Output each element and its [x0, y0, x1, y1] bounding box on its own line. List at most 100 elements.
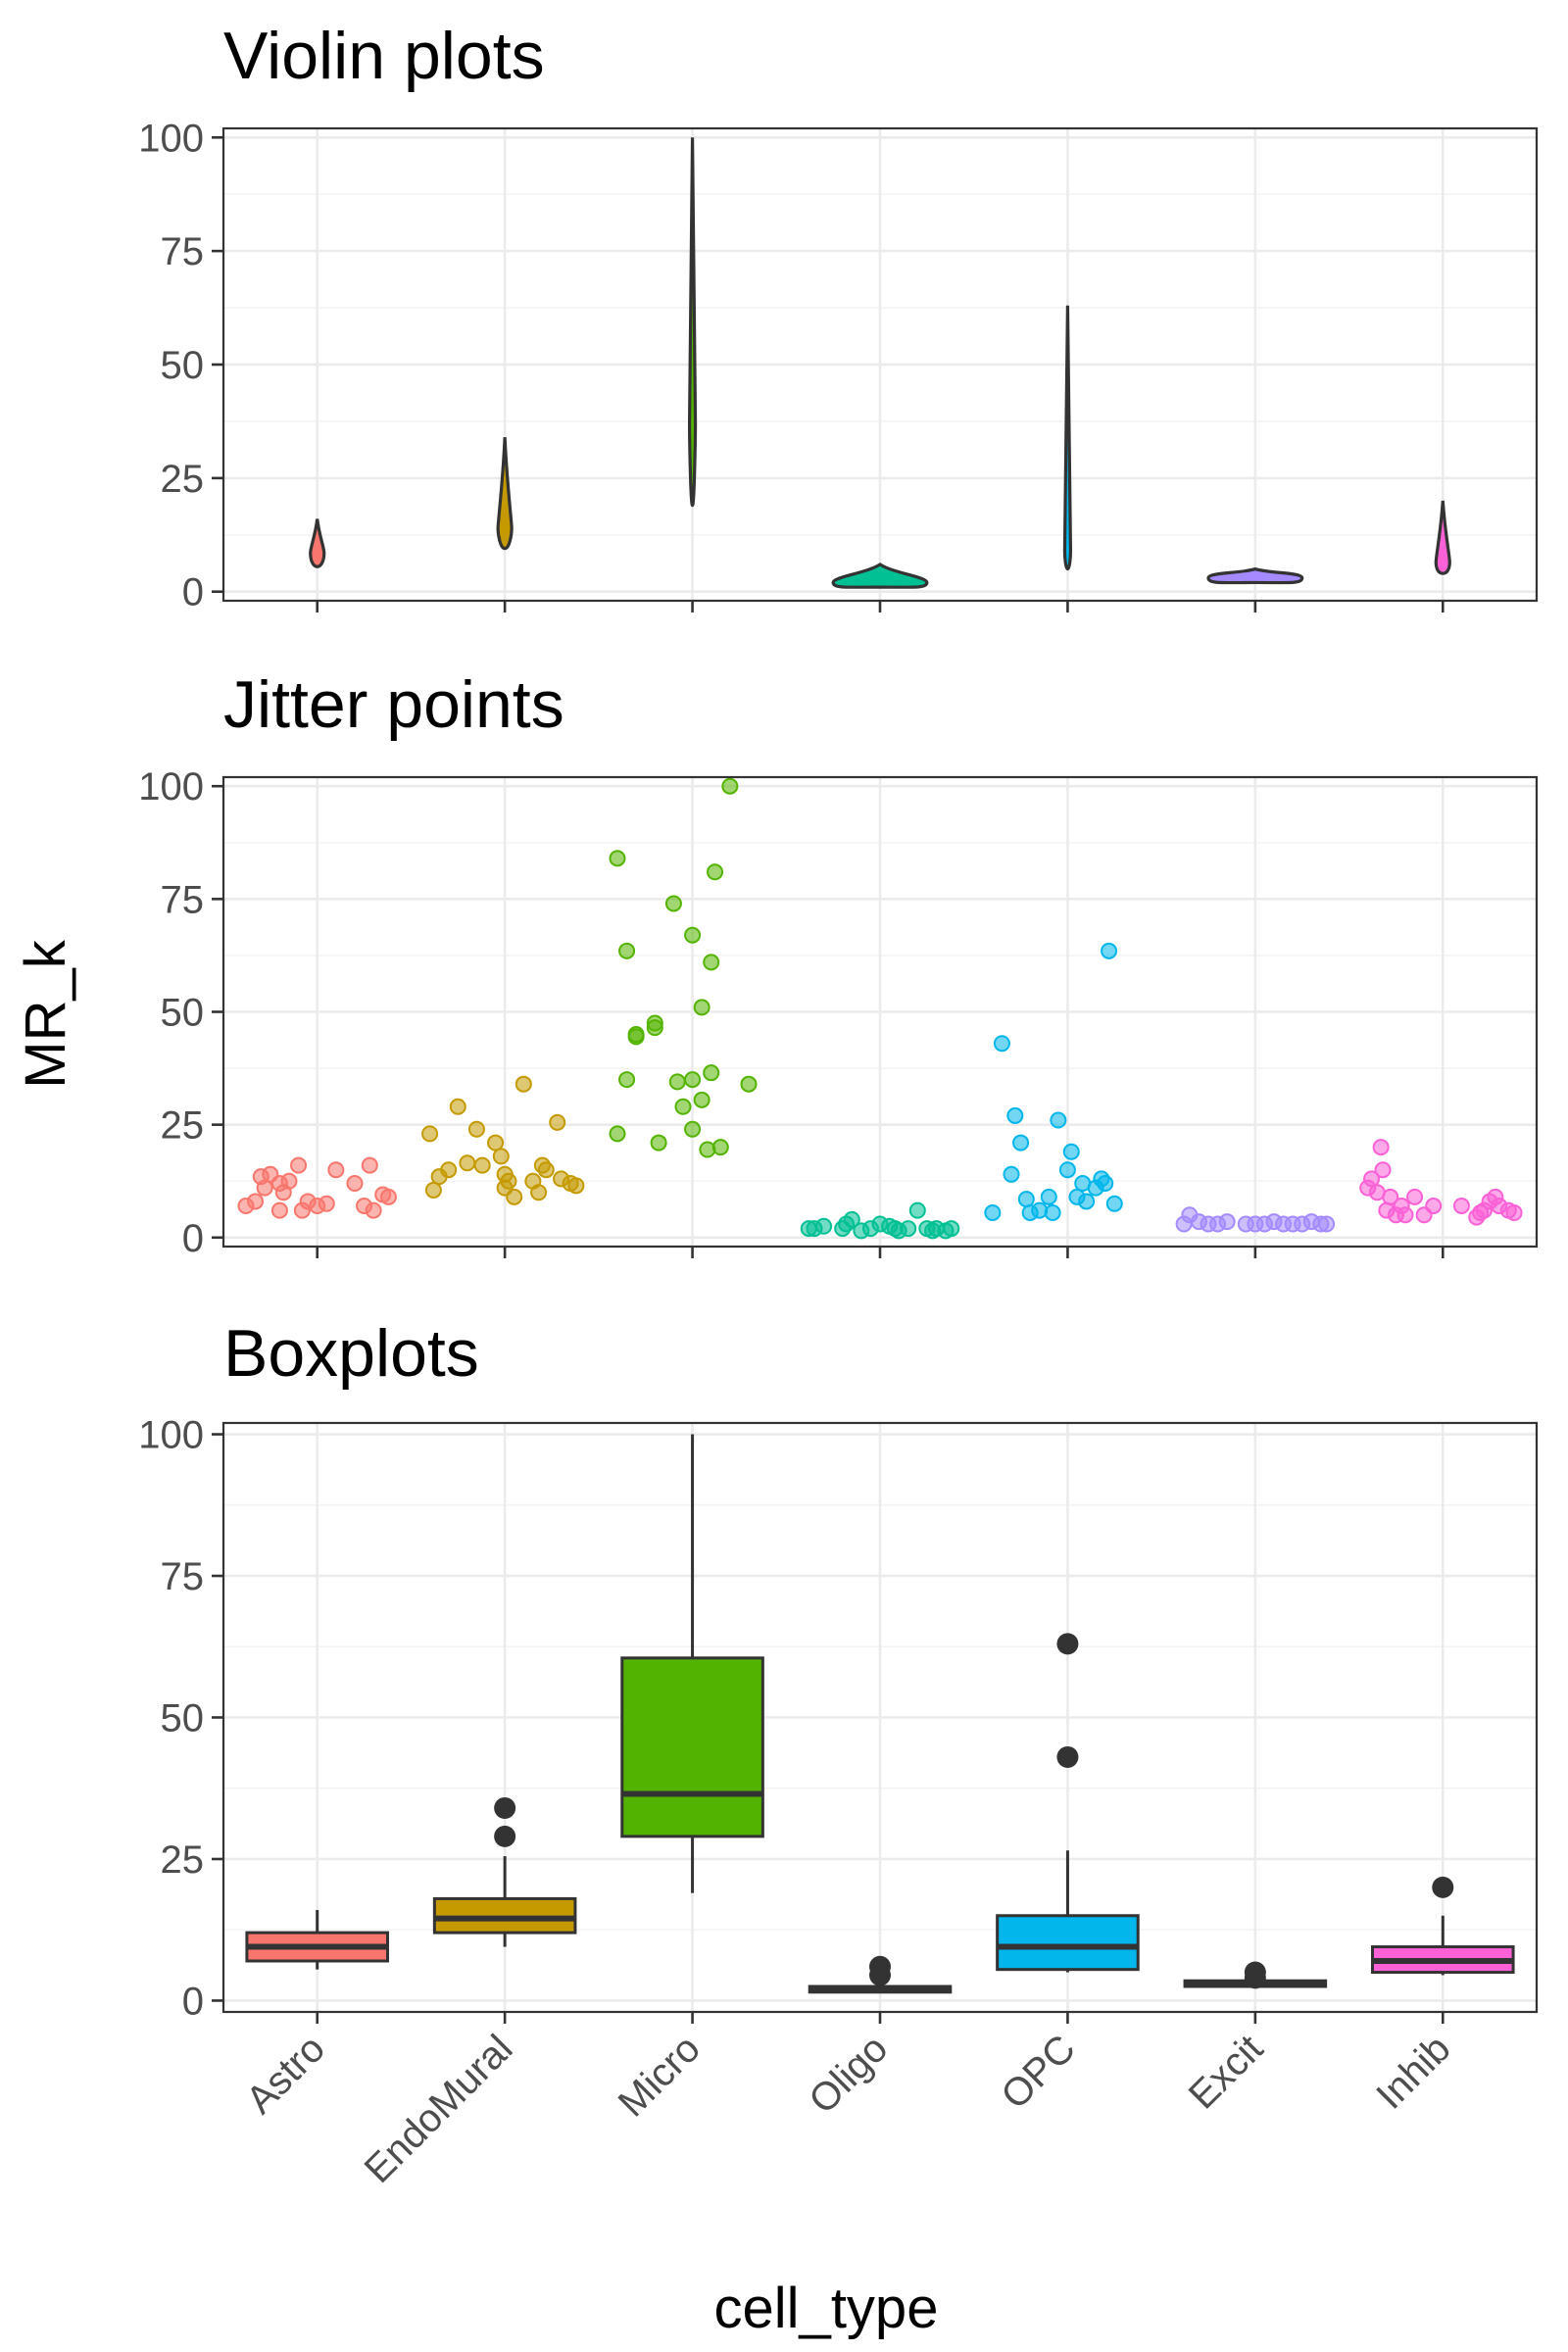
y-tick-label: 0 — [182, 571, 204, 614]
y-tick-label: 75 — [161, 878, 205, 921]
panel-title: Jitter points — [223, 667, 564, 742]
jitter-point-endomural — [530, 1184, 548, 1201]
jitter-point-micro — [711, 1139, 729, 1156]
box-micro — [620, 1656, 764, 1838]
jitter-point-endomural — [421, 1125, 439, 1143]
y-tick-label: 25 — [161, 458, 205, 501]
jitter-point-opc — [984, 1203, 1002, 1221]
jitter-point-oligo — [843, 1210, 860, 1228]
jitter-point-micro — [703, 954, 720, 971]
y-tick-label: 25 — [161, 1104, 205, 1148]
boxplot-panel: Boxplots 0 25 50 75 100 Astro EndoMural Micro Oli… — [138, 1316, 1539, 2191]
y-tick-label: 100 — [138, 765, 204, 808]
jitter-point-opc — [1062, 1143, 1080, 1160]
jitter-point-opc — [1058, 1161, 1076, 1179]
jitter-point-endomural — [506, 1188, 523, 1205]
jitter-point-astro — [346, 1175, 364, 1193]
x-axis-title: cell_type — [714, 2277, 939, 2340]
jitter-point-astro — [327, 1161, 345, 1179]
jitter-point-astro — [290, 1156, 308, 1174]
y-tick-label: 0 — [182, 1980, 204, 2023]
jitter-point-endomural — [473, 1156, 491, 1174]
jitter-point-opc — [1017, 1191, 1035, 1208]
jitter-point-inhib — [1363, 1170, 1381, 1188]
jitter-point-micro — [664, 895, 682, 912]
jitter-point-micro — [684, 1071, 702, 1089]
panel-title: Boxplots — [223, 1316, 479, 1391]
violin-opc — [1062, 305, 1073, 571]
violin-endomural — [496, 437, 514, 551]
jitter-point-opc — [1003, 1165, 1020, 1183]
jitter-point-inhib — [1425, 1198, 1443, 1215]
x-tick-label: Oligo — [801, 2027, 896, 2122]
panel-title: Violin plots — [223, 19, 545, 93]
jitter-point-micro — [674, 1098, 692, 1115]
y-tick-label: 50 — [161, 1697, 205, 1740]
x-tick-label: Excit — [1181, 2027, 1271, 2117]
jitter-point-astro — [270, 1201, 288, 1219]
jitter-point-micro — [693, 999, 710, 1016]
jitter-point-micro — [740, 1075, 758, 1093]
jitter-point-astro — [318, 1195, 335, 1212]
jitter-point-micro — [646, 1014, 663, 1032]
jitter-point-oligo — [943, 1220, 960, 1238]
outlier-point — [1056, 1745, 1079, 1768]
outlier-point — [1244, 1961, 1266, 1984]
jitter-point-astro — [361, 1156, 378, 1174]
jitter-point-micro — [721, 777, 739, 795]
jitter-point-astro — [365, 1201, 382, 1219]
jitter-point-inhib — [1406, 1188, 1424, 1205]
jitter-point-inhib — [1452, 1198, 1470, 1215]
panel-border — [221, 775, 1539, 1249]
x-tick-label: EndoMural — [357, 2027, 521, 2191]
x-tick-label: Astro — [238, 2027, 333, 2122]
outlier-point — [494, 1796, 516, 1819]
y-tick-label: 0 — [182, 1217, 204, 1260]
jitter-point-endomural — [449, 1098, 466, 1115]
y-tick-label: 100 — [138, 1414, 204, 1457]
jitter-point-micro — [668, 1073, 686, 1091]
jitter-point-opc — [1050, 1111, 1067, 1129]
jitter-point-micro — [609, 850, 626, 867]
jitter-point-micro — [684, 1120, 702, 1138]
jitter-point-astro — [280, 1172, 298, 1190]
violin-micro — [687, 137, 698, 508]
x-tick-label: Inhib — [1368, 2027, 1458, 2117]
jitter-point-astro — [379, 1188, 397, 1205]
jitter-point-endomural — [492, 1148, 510, 1165]
jitter-point-micro — [627, 1026, 645, 1044]
outlier-point — [1432, 1876, 1454, 1898]
y-axis-title: MR_k — [14, 939, 77, 1088]
jitter-point-endomural — [467, 1120, 485, 1138]
y-tick-label: 100 — [138, 117, 204, 160]
y-tick-label: 75 — [161, 1555, 205, 1598]
violin-oligo — [831, 563, 929, 589]
jitter-point-micro — [618, 942, 636, 959]
jitter-point-endomural — [549, 1113, 566, 1131]
jitter-point-excit — [1318, 1215, 1336, 1233]
jitter-point-endomural — [537, 1161, 555, 1179]
outlier-point — [869, 1955, 891, 1978]
y-tick-label: 25 — [161, 1838, 205, 1882]
jitter-point-excit — [1218, 1213, 1236, 1231]
jitter-panel: Jitter points 0 25 50 75 100 — [138, 667, 1539, 1260]
jitter-point-opc — [1012, 1134, 1030, 1152]
jitter-point-endomural — [567, 1177, 585, 1195]
jitter-point-endomural — [424, 1181, 442, 1199]
jitter-point-opc — [1044, 1203, 1061, 1221]
jitter-point-micro — [703, 1064, 720, 1082]
box-opc — [996, 1914, 1140, 1972]
jitter-point-inhib — [1382, 1188, 1399, 1205]
violin-inhib — [1434, 500, 1451, 575]
panel-border — [221, 126, 1539, 603]
jitter-point-oligo — [908, 1201, 926, 1219]
jitter-point-micro — [650, 1134, 667, 1152]
jitter-point-oligo — [815, 1217, 833, 1235]
violin-astro — [309, 518, 326, 568]
jitter-point-endomural — [440, 1161, 458, 1179]
jitter-point-inhib — [1505, 1203, 1523, 1221]
y-tick-label: 50 — [161, 992, 205, 1035]
jitter-point-inhib — [1372, 1139, 1390, 1156]
outlier-point — [494, 1825, 516, 1847]
